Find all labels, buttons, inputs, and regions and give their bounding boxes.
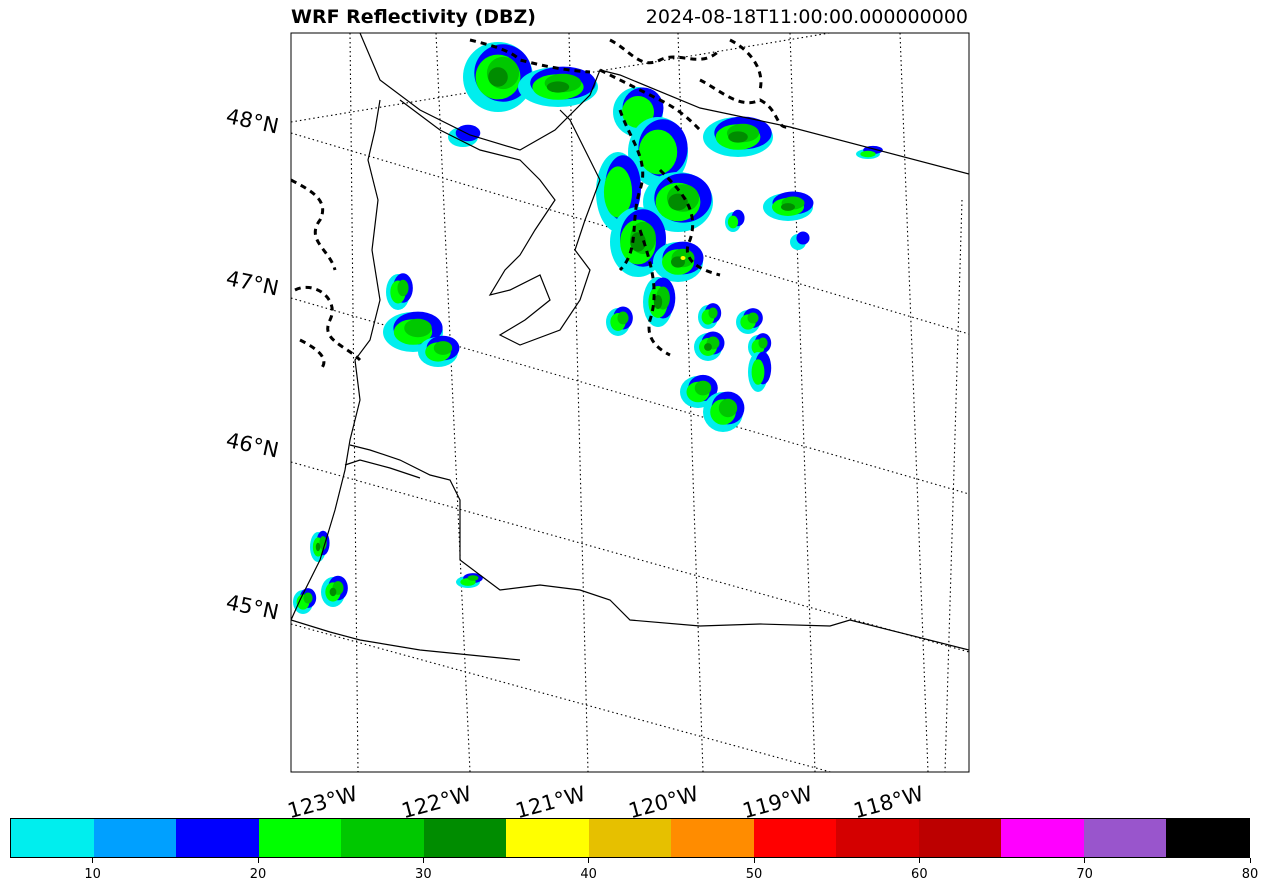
- colorbar-segment: [836, 819, 919, 857]
- echo-cell: [315, 542, 321, 552]
- echo-cell: [603, 166, 633, 218]
- colorbar-segment: [753, 819, 837, 857]
- echo-cell: [617, 311, 629, 325]
- colorbar-segment: [918, 819, 1002, 857]
- colorbar-tick-label: 20: [249, 867, 267, 882]
- colorbar-segment: [671, 819, 754, 857]
- echo-cell: [488, 67, 508, 87]
- colorbar-tick-mark: [257, 858, 259, 863]
- colorbar-segment: [506, 819, 589, 857]
- colorbar-segment: [11, 819, 94, 857]
- echo-cell: [704, 343, 712, 351]
- coastline-borders: [291, 33, 969, 661]
- echo-cell: [404, 318, 432, 338]
- colorbar-tick-label: 30: [415, 867, 432, 882]
- chart-title: WRF Reflectivity (DBZ): [291, 6, 536, 28]
- echo-cell: [680, 256, 686, 260]
- colorbar-segment: [588, 819, 672, 857]
- colorbar-tick-mark: [1084, 858, 1086, 863]
- colorbar-tick-mark: [422, 858, 424, 863]
- radar-echoes: [293, 42, 883, 614]
- colorbar-segment: [258, 819, 342, 857]
- echo-cell: [694, 380, 712, 396]
- colorbar-segment: [176, 819, 259, 857]
- colorbar-segment: [341, 819, 424, 857]
- valid-time: 2024-08-18T11:00:00.000000000: [645, 6, 968, 28]
- colorbar-tick-mark: [753, 858, 755, 863]
- colorbar: [10, 818, 1250, 858]
- echo-cell: [781, 203, 795, 211]
- echo-cell: [329, 587, 337, 597]
- echo-cell: [319, 536, 327, 550]
- echo-cell: [758, 337, 768, 349]
- colorbar-tick-mark: [1249, 858, 1251, 863]
- county-lines: [291, 38, 791, 372]
- echo-cell: [433, 341, 453, 355]
- map-frame: [290, 32, 970, 773]
- echo-cell: [860, 150, 876, 158]
- echo-cell: [751, 359, 765, 385]
- echo-cell: [728, 131, 748, 143]
- echo-cell: [747, 312, 759, 324]
- colorbar-tick-mark: [918, 858, 920, 863]
- echo-cell: [708, 307, 718, 319]
- colorbar-segment: [423, 819, 507, 857]
- colorbar-segment: [1166, 819, 1249, 857]
- colorbar-segment: [1001, 819, 1084, 857]
- echo-cell: [796, 231, 810, 245]
- echo-cell: [546, 81, 570, 93]
- echo-cell: [455, 124, 481, 142]
- colorbar-tick-mark: [588, 858, 590, 863]
- echo-cell: [638, 129, 678, 175]
- colorbar-tick-label: 70: [1076, 867, 1093, 882]
- echo-cell: [653, 295, 663, 309]
- echo-cell: [718, 398, 738, 418]
- echo-cell: [303, 592, 313, 604]
- colorbar-tick-mark: [92, 858, 94, 863]
- colorbar-tick-label: 80: [1241, 867, 1259, 882]
- colorbar-segment: [93, 819, 177, 857]
- colorbar-tick-label: 50: [745, 867, 763, 882]
- colorbar-tick-label: 60: [911, 867, 928, 882]
- colorbar-segment: [1083, 819, 1167, 857]
- echo-cell: [397, 279, 409, 297]
- colorbar-tick-label: 10: [84, 867, 101, 882]
- echo-cell: [727, 215, 739, 229]
- echo-cell: [467, 575, 479, 581]
- colorbar-tick-label: 40: [580, 867, 597, 882]
